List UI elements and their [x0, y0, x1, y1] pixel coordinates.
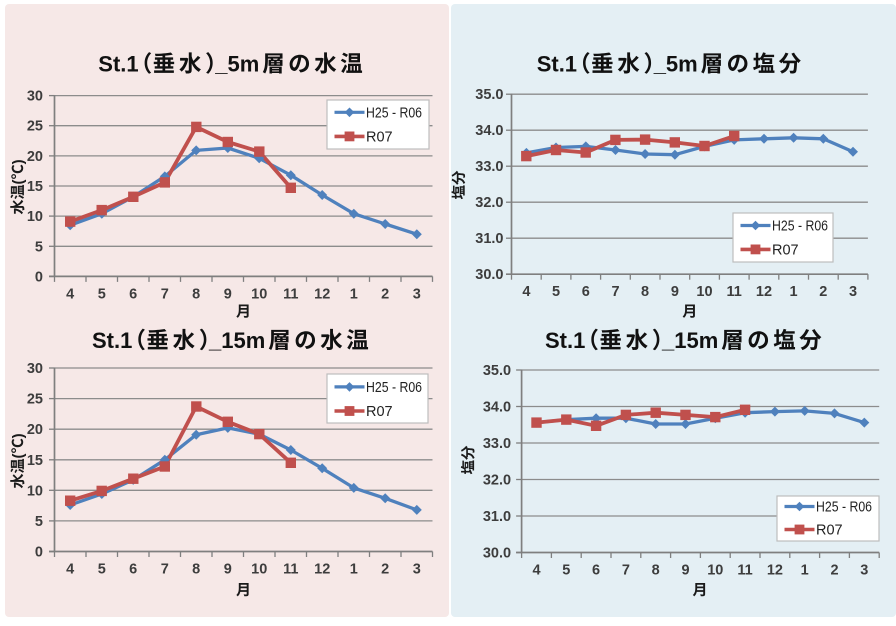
- svg-text:12: 12: [314, 286, 330, 302]
- svg-text:2: 2: [381, 562, 389, 578]
- svg-text:12: 12: [767, 563, 783, 579]
- svg-text:11: 11: [727, 284, 742, 300]
- svg-text:3: 3: [860, 563, 868, 579]
- svg-text:10: 10: [251, 286, 267, 302]
- svg-text:32.0: 32.0: [483, 473, 511, 489]
- svg-text:R07: R07: [366, 404, 393, 420]
- svg-text:12: 12: [756, 284, 772, 300]
- svg-text:6: 6: [129, 562, 137, 578]
- svg-text:_5m: _5m: [653, 52, 698, 77]
- svg-text:7: 7: [161, 562, 169, 578]
- svg-text:St.1: St.1: [98, 52, 138, 77]
- svg-text:6: 6: [582, 284, 590, 300]
- svg-text:1: 1: [801, 563, 809, 579]
- svg-text:St.1: St.1: [537, 52, 577, 77]
- svg-text:35.0: 35.0: [475, 87, 503, 103]
- svg-text:2: 2: [819, 284, 827, 300]
- svg-text:10: 10: [27, 483, 43, 499]
- svg-text:8: 8: [192, 286, 200, 302]
- svg-text:5: 5: [98, 286, 106, 302]
- svg-text:_5m: _5m: [214, 52, 259, 77]
- svg-text:31.0: 31.0: [475, 231, 503, 247]
- svg-text:12: 12: [314, 562, 330, 578]
- svg-text:34.0: 34.0: [475, 123, 503, 139]
- svg-text:31.0: 31.0: [483, 509, 511, 525]
- svg-text:11: 11: [737, 563, 752, 579]
- svg-text:H25 - R06: H25 - R06: [772, 219, 828, 235]
- svg-text:9: 9: [671, 284, 679, 300]
- svg-text:1: 1: [350, 562, 358, 578]
- svg-text:0: 0: [35, 269, 43, 285]
- svg-text:33.0: 33.0: [475, 159, 503, 175]
- svg-text:7: 7: [622, 563, 630, 579]
- svg-text:30.0: 30.0: [483, 546, 511, 562]
- svg-text:6: 6: [592, 563, 600, 579]
- svg-text:8: 8: [641, 284, 649, 300]
- svg-text:34.0: 34.0: [483, 400, 511, 416]
- svg-text:7: 7: [611, 284, 619, 300]
- svg-text:10: 10: [707, 563, 723, 579]
- svg-text:15: 15: [27, 453, 43, 469]
- svg-text:5: 5: [98, 562, 106, 578]
- svg-text:(: (: [10, 454, 27, 459]
- svg-text:4: 4: [66, 286, 74, 302]
- svg-text:R07: R07: [772, 243, 799, 259]
- svg-text:2: 2: [830, 563, 838, 579]
- svg-text:St.1: St.1: [545, 328, 585, 353]
- svg-text:9: 9: [681, 563, 689, 579]
- svg-text:_15m: _15m: [208, 328, 265, 353]
- svg-text:3: 3: [413, 562, 421, 578]
- svg-text:): ): [10, 159, 27, 164]
- svg-text:10: 10: [27, 209, 43, 225]
- svg-text:4: 4: [522, 284, 530, 300]
- svg-text:30.0: 30.0: [475, 267, 503, 283]
- svg-text:(: (: [10, 180, 27, 185]
- svg-text:H25 - R06: H25 - R06: [366, 380, 422, 396]
- svg-text:R07: R07: [366, 130, 393, 146]
- svg-text:8: 8: [192, 562, 200, 578]
- svg-text:32.0: 32.0: [475, 195, 503, 211]
- svg-text:5: 5: [35, 514, 43, 530]
- svg-text:3: 3: [413, 286, 421, 302]
- svg-text:10: 10: [696, 284, 712, 300]
- svg-text:H25 - R06: H25 - R06: [366, 106, 422, 122]
- svg-text:_15m: _15m: [661, 328, 718, 353]
- svg-text:St.1: St.1: [92, 328, 132, 353]
- svg-text:0: 0: [35, 545, 43, 561]
- svg-text:25: 25: [27, 119, 43, 135]
- svg-text:2: 2: [381, 286, 389, 302]
- svg-text:15: 15: [27, 179, 43, 195]
- svg-text:30: 30: [27, 89, 43, 105]
- svg-text:30: 30: [27, 361, 43, 377]
- svg-text:3: 3: [849, 284, 857, 300]
- svg-text:33.0: 33.0: [483, 436, 511, 452]
- svg-text:5: 5: [35, 239, 43, 255]
- svg-text:H25 - R06: H25 - R06: [816, 500, 872, 516]
- svg-text:11: 11: [283, 562, 298, 578]
- svg-text:R07: R07: [816, 523, 843, 539]
- svg-text:4: 4: [532, 563, 540, 579]
- svg-text:5: 5: [552, 284, 560, 300]
- svg-text:10: 10: [251, 562, 267, 578]
- svg-text:7: 7: [161, 286, 169, 302]
- svg-text:20: 20: [27, 149, 43, 165]
- svg-text:9: 9: [224, 286, 232, 302]
- svg-text:5: 5: [562, 563, 570, 579]
- svg-text:11: 11: [283, 286, 298, 302]
- svg-text:): ): [10, 433, 27, 438]
- svg-text:1: 1: [790, 284, 798, 300]
- svg-text:9: 9: [224, 562, 232, 578]
- svg-text:35.0: 35.0: [483, 363, 511, 379]
- svg-text:6: 6: [129, 286, 137, 302]
- svg-text:20: 20: [27, 422, 43, 438]
- svg-text:4: 4: [66, 562, 74, 578]
- svg-text:25: 25: [27, 392, 43, 408]
- svg-text:8: 8: [652, 563, 660, 579]
- svg-text:1: 1: [350, 286, 358, 302]
